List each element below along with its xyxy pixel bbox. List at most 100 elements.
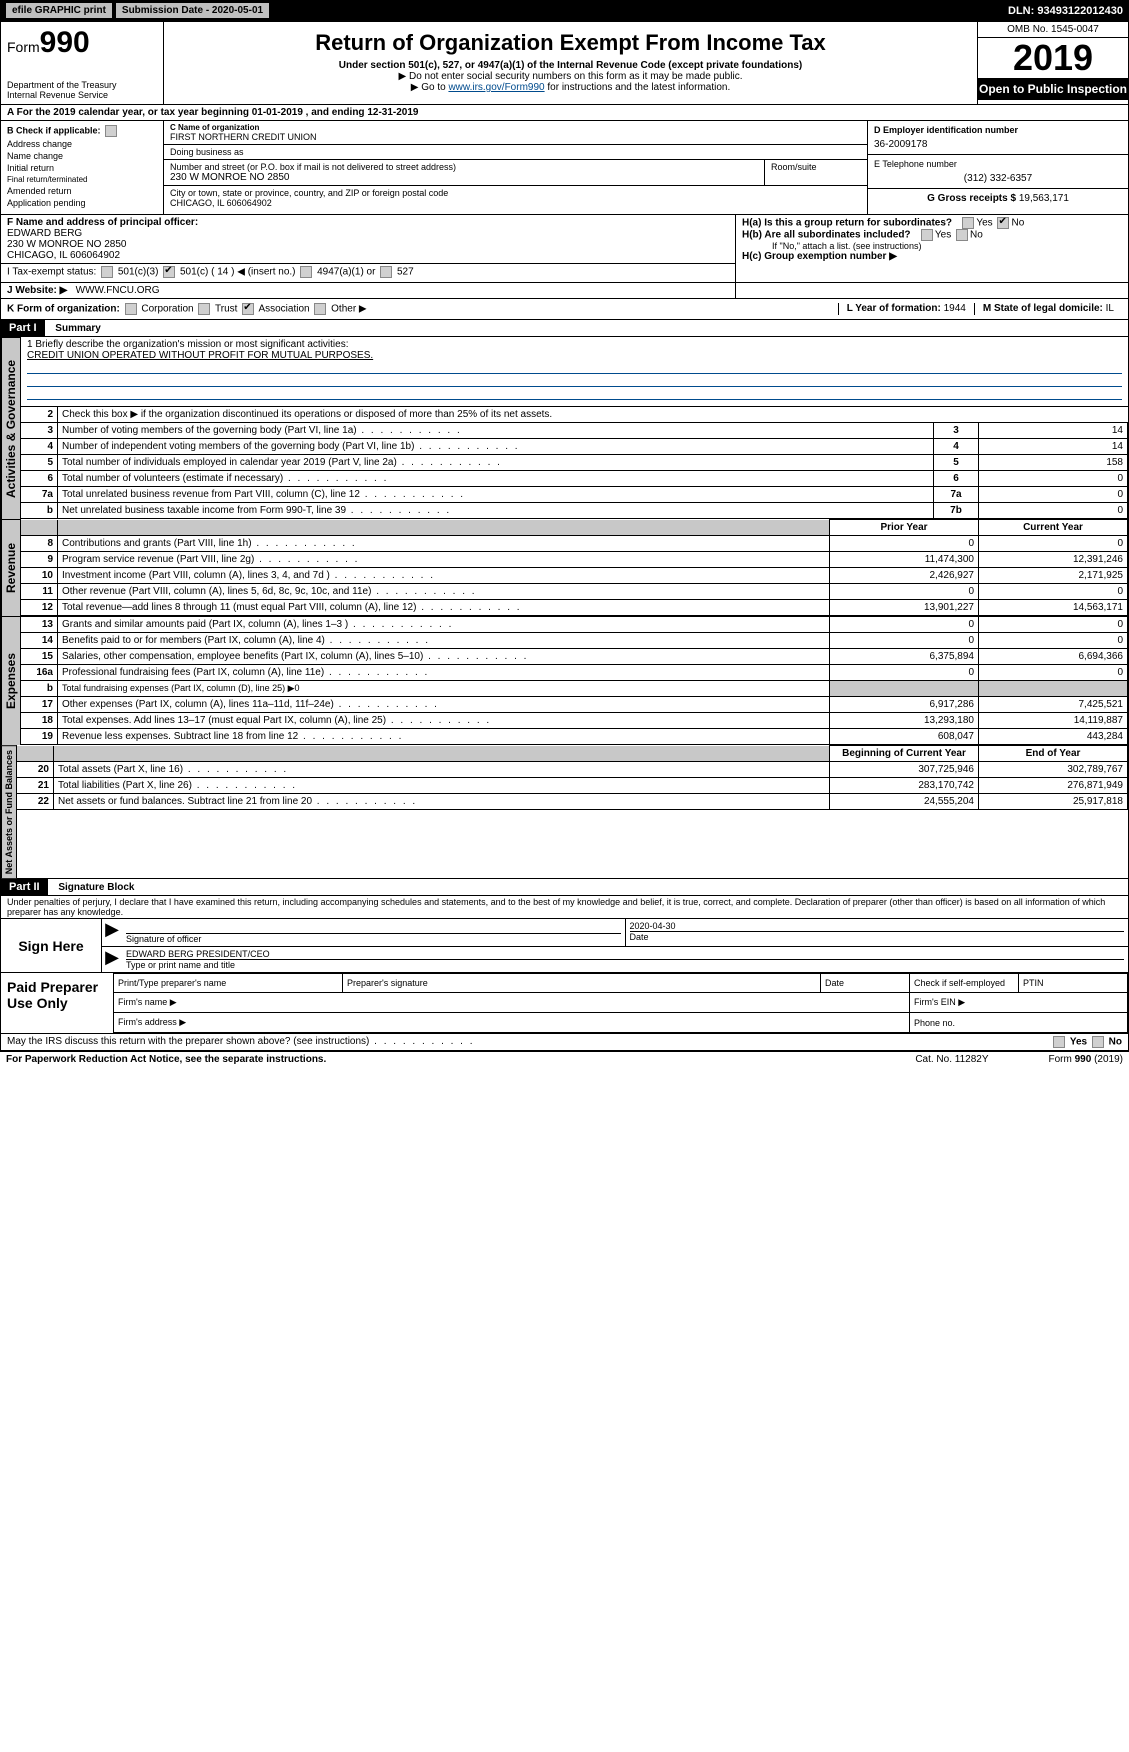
sub3-post: for instructions and the latest informat… — [545, 82, 731, 93]
opt-assoc: Association — [258, 304, 309, 315]
opt-501c: 501(c) ( 14 ) ◀ (insert no.) — [180, 267, 296, 278]
form-header: Form990 Department of the Treasury Inter… — [1, 22, 1128, 105]
col-b-hdr-text: B Check if applicable: — [7, 125, 101, 135]
dln: DLN: 93493122012430 — [1008, 5, 1123, 17]
sig-officer-label: Signature of officer — [126, 934, 621, 944]
col-degh: D Employer identification number 36-2009… — [867, 121, 1128, 214]
officer-name-title: EDWARD BERG PRESIDENT/CEO — [126, 949, 1124, 960]
opt-501c3: 501(c)(3) — [118, 267, 159, 278]
checkbox-icon[interactable] — [101, 266, 113, 278]
boy-hdr: Beginning of Current Year — [830, 746, 979, 762]
summary-net: Net Assets or Fund Balances Beginning of… — [1, 745, 1128, 878]
checkbox-icon[interactable] — [962, 217, 974, 229]
irs-label: Internal Revenue Service — [7, 90, 157, 100]
ein-value: 36-2009178 — [874, 139, 1122, 150]
checkbox-icon[interactable] — [198, 303, 210, 315]
row-j: J Website: ▶ WWW.FNCU.ORG — [1, 283, 1128, 299]
arrow-icon: ▶ — [102, 919, 122, 946]
blue-rule — [27, 387, 1122, 400]
no-label: No — [1011, 218, 1024, 229]
website-value: WWW.FNCU.ORG — [76, 285, 160, 296]
sub3-pre: ▶ Go to — [411, 82, 449, 93]
checkbox-icon[interactable] — [1092, 1036, 1104, 1048]
discuss-row: May the IRS discuss this return with the… — [1, 1034, 1128, 1051]
pra-notice: For Paperwork Reduction Act Notice, see … — [6, 1054, 326, 1065]
name-label: Type or print name and title — [126, 960, 1124, 970]
officer-label: F Name and address of principal officer: — [7, 217, 198, 228]
firm-ein: Firm's EIN ▶ — [910, 993, 1128, 1013]
tab-net: Net Assets or Fund Balances — [1, 745, 17, 878]
blue-rule — [27, 361, 1122, 374]
firm-phone: Phone no. — [910, 1013, 1128, 1033]
prep-sig: Preparer's signature — [343, 974, 821, 993]
arrow-icon: ▶ — [102, 947, 122, 972]
prior-year-hdr: Prior Year — [830, 520, 979, 536]
efile-label: efile GRAPHIC print — [6, 3, 112, 18]
row-k: K Form of organization: Corporation Trus… — [1, 299, 1128, 320]
checkbox-checked-icon[interactable] — [163, 266, 175, 278]
irs-link[interactable]: www.irs.gov/Form990 — [448, 82, 544, 93]
checkbox-checked-icon[interactable] — [242, 303, 254, 315]
org-name: FIRST NORTHERN CREDIT UNION — [170, 132, 861, 142]
no-label: No — [1109, 1037, 1122, 1048]
checkbox-icon[interactable] — [300, 266, 312, 278]
summary-governance: Activities & Governance 1 Briefly descri… — [1, 337, 1128, 519]
ptin: PTIN — [1019, 974, 1128, 993]
addr-value: 230 W MONROE NO 2850 — [170, 172, 758, 183]
cat-no: Cat. No. 11282Y — [915, 1054, 988, 1065]
checkbox-icon[interactable] — [921, 229, 933, 241]
col-c: C Name of organization FIRST NORTHERN CR… — [164, 121, 867, 214]
form-footer: Form 990 (2019) — [1049, 1054, 1123, 1065]
tax-year: 2019 — [978, 38, 1128, 78]
checkbox-icon[interactable] — [380, 266, 392, 278]
hb-label: H(b) Are all subordinates included? — [742, 230, 911, 241]
gross-value: 19,563,171 — [1019, 193, 1069, 204]
discuss-text: May the IRS discuss this return with the… — [7, 1036, 475, 1048]
tel-value: (312) 332-6357 — [874, 173, 1122, 184]
checkbox-icon[interactable] — [314, 303, 326, 315]
paid-preparer-label: Paid Preparer Use Only — [1, 973, 114, 1033]
checkbox-icon[interactable] — [1053, 1036, 1065, 1048]
part1-header: Part I Summary — [1, 320, 1128, 337]
domicile: IL — [1106, 303, 1114, 314]
checkbox-icon[interactable] — [956, 229, 968, 241]
chk-initial: Initial return — [7, 163, 157, 173]
firm-addr: Firm's address ▶ — [114, 1013, 910, 1033]
governance-table: 2Check this box ▶ if the organization di… — [21, 407, 1128, 519]
hc-label: H(c) Group exemption number ▶ — [742, 251, 897, 262]
chk-name: Name change — [7, 151, 157, 161]
col-b: B Check if applicable: Address change Na… — [1, 121, 164, 214]
paid-preparer-section: Paid Preparer Use Only Print/Type prepar… — [1, 973, 1128, 1034]
prep-check: Check if self-employed — [910, 974, 1019, 993]
row-a-text: A For the 2019 calendar year, or tax yea… — [7, 107, 418, 118]
omb-number: OMB No. 1545-0047 — [978, 22, 1128, 38]
part1-badge: Part I — [1, 320, 45, 336]
opt-other: Other ▶ — [331, 304, 366, 315]
line1-label: 1 Briefly describe the organization's mi… — [27, 339, 1122, 350]
checkbox-icon[interactable] — [105, 125, 117, 137]
tel-label: E Telephone number — [874, 159, 1122, 169]
website-label: J Website: ▶ — [7, 285, 67, 296]
line1-value: CREDIT UNION OPERATED WITHOUT PROFIT FOR… — [27, 350, 1122, 361]
chk-final: Final return/terminated — [7, 175, 157, 184]
section-bcd: B Check if applicable: Address change Na… — [1, 121, 1128, 215]
tab-revenue: Revenue — [1, 519, 21, 616]
room-label: Room/suite — [771, 162, 861, 172]
tab-expenses: Expenses — [1, 616, 21, 745]
form-title: Return of Organization Exempt From Incom… — [170, 30, 971, 56]
ha-label: H(a) Is this a group return for subordin… — [742, 218, 952, 229]
summary-revenue: Revenue Prior YearCurrent Year 8Contribu… — [1, 519, 1128, 616]
col-b-header: B Check if applicable: — [7, 125, 157, 137]
checkbox-checked-icon[interactable] — [997, 217, 1009, 229]
no-label: No — [970, 230, 983, 241]
year-formation-label: L Year of formation: — [847, 303, 944, 314]
opt-trust: Trust — [215, 304, 237, 315]
open-to-public: Open to Public Inspection — [978, 78, 1128, 100]
form-prefix: Form — [7, 39, 40, 55]
current-year-hdr: Current Year — [979, 520, 1128, 536]
blue-rule — [27, 374, 1122, 387]
officer-addr2: CHICAGO, IL 606064902 — [7, 250, 120, 261]
checkbox-icon[interactable] — [125, 303, 137, 315]
chk-pending: Application pending — [7, 198, 157, 208]
prep-name: Print/Type preparer's name — [114, 974, 343, 993]
